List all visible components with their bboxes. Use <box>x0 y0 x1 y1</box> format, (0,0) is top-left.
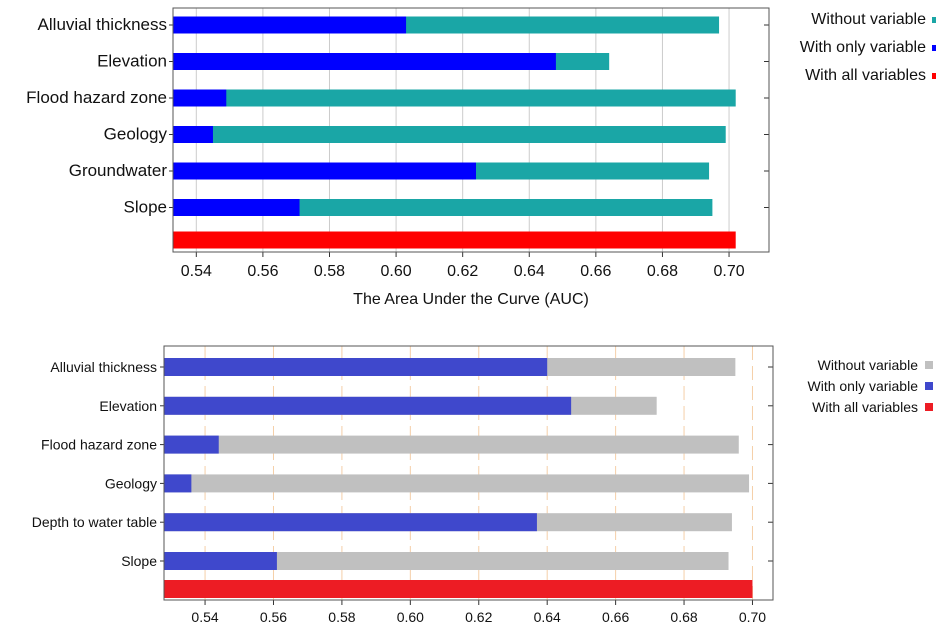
category-label-elevation: Elevation <box>99 398 157 414</box>
bar-with-only-slope <box>173 199 300 216</box>
bar-with-only-flood-hazard-zone <box>173 89 227 107</box>
bar-with-only-groundwater <box>173 162 476 180</box>
bar-with-only-depth-to-water-table <box>164 513 537 532</box>
category-label-groundwater: Groundwater <box>69 161 168 180</box>
legend: Without variable With only variable With a… <box>800 11 936 84</box>
x-tick-label: 0.60 <box>381 263 412 280</box>
x-tick-label: 0.56 <box>260 609 287 625</box>
bar-without-geology <box>173 126 726 143</box>
x-tick-label: 0.70 <box>713 263 744 280</box>
bar-without-geology <box>164 474 750 493</box>
x-tick-label: 0.70 <box>739 609 766 625</box>
x-tick-label: 0.58 <box>314 263 345 280</box>
x-tick-label: 0.62 <box>465 609 492 625</box>
bar-without-slope <box>173 199 713 216</box>
x-tick-label: 0.56 <box>247 263 278 280</box>
category-label-flood-hazard-zone: Flood hazard zone <box>26 88 167 107</box>
category-label-flood-hazard-zone: Flood hazard zone <box>41 437 157 453</box>
category-label-alluvial-thickness: Alluvial thickness <box>50 359 157 375</box>
plot-frame <box>163 345 774 601</box>
category-label-elevation: Elevation <box>97 52 167 71</box>
bar-with-only-elevation <box>164 396 572 415</box>
bar-without-slope <box>164 552 729 570</box>
legend-swatch-with-only-variable <box>925 382 933 390</box>
bar-with-only-alluvial-thickness <box>164 358 548 376</box>
x-tick-label: 0.62 <box>447 263 478 280</box>
x-tick-label: 0.60 <box>397 609 424 625</box>
legend-swatch-with-only-variable <box>932 45 936 51</box>
x-tick-label: 0.54 <box>191 609 218 625</box>
category-label-slope: Slope <box>124 198 167 217</box>
chart-auc-bottom: 0.54 0.56 0.58 0.60 0.62 0.64 0.66 0.68 0.70 Allu… <box>32 345 933 625</box>
plot-frame <box>172 7 770 253</box>
legend-label-without-variable: Without variable <box>818 357 919 373</box>
x-tick-label: 0.66 <box>602 609 629 625</box>
x-tick-label: 0.54 <box>181 263 212 280</box>
category-label-alluvial-thickness: Alluvial thickness <box>38 15 167 34</box>
bar-with-only-slope <box>164 552 277 570</box>
legend-label-with-only-variable: With only variable <box>808 378 919 394</box>
chart-auc-top: 0.54 0.56 0.58 0.60 0.62 0.64 0.66 0.68 0.70 Allu… <box>26 7 936 308</box>
category-label-depth-to-water-table: Depth to water table <box>32 514 158 530</box>
x-tick-label: 0.68 <box>647 263 678 280</box>
bar-all-variables <box>164 580 753 598</box>
legend-swatch-with-all-variables <box>932 73 936 79</box>
legend-label-with-only-variable: With only variable <box>800 39 926 56</box>
x-tick-label: 0.66 <box>580 263 611 280</box>
legend-label-with-all-variables: With all variables <box>812 399 918 415</box>
bar-with-only-elevation <box>173 53 556 70</box>
bar-without-flood-hazard-zone <box>164 435 739 454</box>
legend-label-with-all-variables: With all variables <box>805 67 926 84</box>
category-label-geology: Geology <box>105 475 157 491</box>
category-label-geology: Geology <box>104 125 168 144</box>
x-tick-label: 0.58 <box>328 609 355 625</box>
legend-label-without-variable: Without variable <box>811 11 926 28</box>
bar-all-variables <box>173 231 736 249</box>
bar-with-only-geology <box>173 126 213 143</box>
legend: Without variable With only variable With a… <box>808 357 933 415</box>
bar-with-only-flood-hazard-zone <box>164 435 219 454</box>
legend-swatch-with-all-variables <box>925 403 933 411</box>
category-label-slope: Slope <box>121 553 157 569</box>
bar-without-flood-hazard-zone <box>173 89 736 107</box>
legend-swatch-without-variable <box>925 361 933 369</box>
x-tick-label: 0.64 <box>514 263 545 280</box>
legend-swatch-without-variable <box>932 17 936 23</box>
x-tick-label: 0.64 <box>534 609 561 625</box>
x-tick-label: 0.68 <box>670 609 697 625</box>
bar-with-only-alluvial-thickness <box>173 16 407 34</box>
x-axis-label: The Area Under the Curve (AUC) <box>353 291 589 308</box>
bar-with-only-geology <box>164 474 192 493</box>
